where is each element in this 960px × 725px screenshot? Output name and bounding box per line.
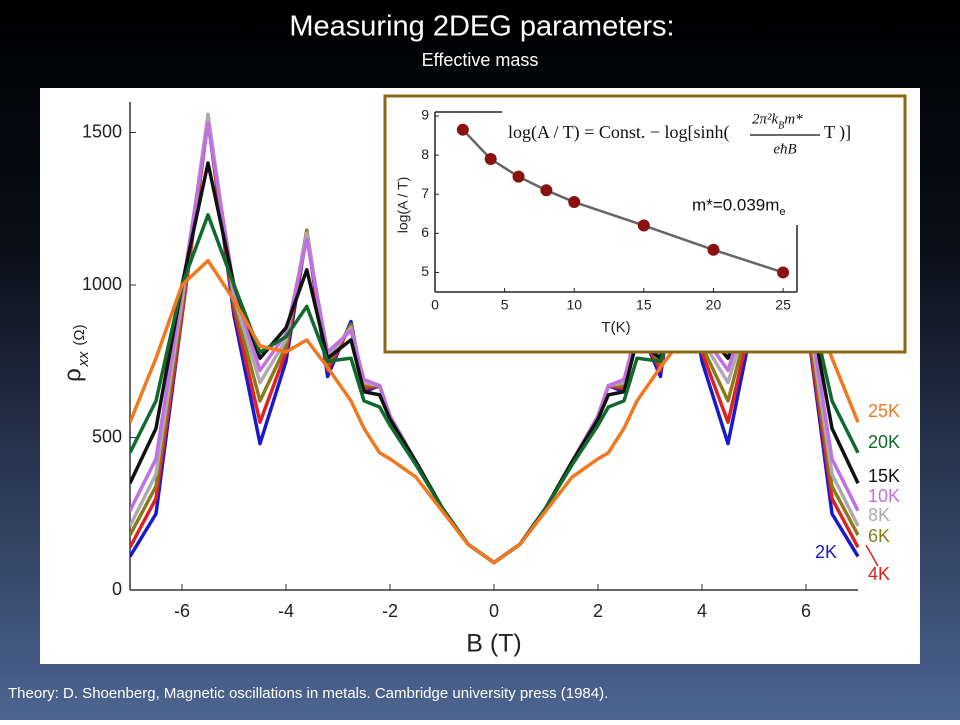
slide-subtitle: Effective mass: [422, 50, 539, 70]
y-tick-label: 0: [112, 579, 122, 599]
x-tick-label: 2: [593, 601, 603, 621]
data-point: [707, 243, 720, 256]
y-tick-label: 6: [421, 224, 429, 240]
legend-label: 4K: [868, 564, 890, 584]
formula-numerator: 2π²k: [752, 111, 779, 127]
y-tick-label: 1000: [82, 274, 122, 294]
x-tick-label: 10: [566, 297, 582, 313]
data-point: [568, 196, 581, 209]
data-point: [540, 184, 553, 197]
data-point: [484, 153, 497, 166]
x-tick-label: 20: [706, 297, 722, 313]
legend-label: 2K: [815, 542, 837, 562]
legend-leader: [865, 544, 879, 567]
y-tick-label: 9: [421, 107, 429, 123]
annotation: m*=0.039m: [692, 195, 779, 214]
slide-title: Measuring 2DEG parameters:: [289, 11, 674, 43]
data-point: [456, 123, 469, 136]
data-point: [777, 266, 790, 279]
formula-left: log(A / T) = Const. − log[sinh(: [508, 122, 729, 143]
y-axis-label-subscript: xx: [75, 351, 92, 368]
formula-numerator-sub: B: [778, 120, 784, 131]
x-tick-label: 4: [697, 601, 707, 621]
formula-numerator-end: m*: [784, 111, 803, 127]
x-tick-label: 6: [801, 601, 811, 621]
formula-right: T )]: [824, 122, 851, 143]
x-axis-label: B (T): [466, 630, 522, 658]
legend-label: 15K: [868, 466, 900, 486]
x-tick-label: -2: [382, 601, 398, 621]
footer: Theory: D. Shoenberg, Magnetic oscillati…: [8, 685, 608, 702]
x-tick-label: 25: [775, 297, 791, 313]
x-tick-label: -6: [174, 601, 190, 621]
legend-label: 8K: [868, 505, 890, 525]
x-axis-label: T(K): [601, 319, 630, 336]
y-axis-label-unit: (Ω): [71, 324, 88, 345]
x-tick-label: 5: [501, 297, 509, 313]
x-tick-label: 0: [431, 297, 439, 313]
y-tick-label: 5: [421, 263, 429, 279]
annotation-subscript: e: [779, 206, 785, 218]
x-tick-label: 15: [636, 297, 652, 313]
y-tick-label: 8: [421, 146, 429, 162]
y-tick-label: 1500: [82, 121, 122, 141]
formula-denominator: eħB: [773, 141, 796, 157]
legend-label: 25K: [868, 401, 900, 421]
legend-label: 6K: [868, 526, 890, 546]
data-point: [512, 170, 525, 183]
y-tick-label: 7: [421, 185, 429, 201]
y-axis-label: log(A / T): [395, 177, 411, 234]
y-axis-label: ρxx (Ω): [59, 324, 92, 381]
legend-label: 10K: [868, 486, 900, 506]
y-tick-label: 500: [92, 426, 122, 446]
x-tick-label: 0: [489, 601, 499, 621]
x-tick-label: -4: [278, 601, 294, 621]
data-point: [637, 219, 650, 232]
legend-label: 20K: [868, 432, 900, 452]
y-axis-label-symbol: ρ: [59, 368, 86, 382]
